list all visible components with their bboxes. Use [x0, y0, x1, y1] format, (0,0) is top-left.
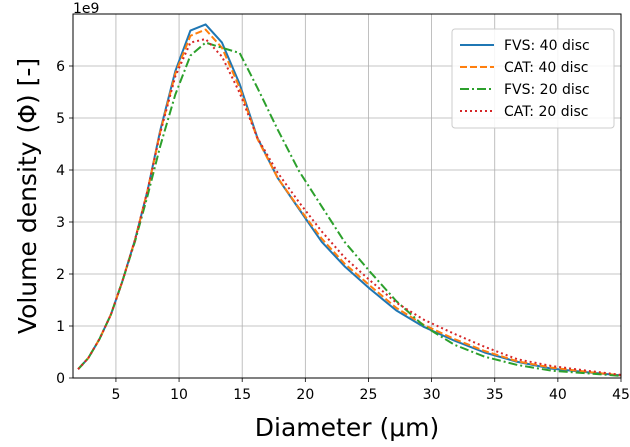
- series-line: [77, 28, 622, 377]
- x-tick-label: 35: [486, 387, 504, 403]
- y-tick-label: 0: [56, 371, 65, 387]
- x-tick-label: 10: [170, 387, 188, 403]
- legend-entry: CAT: 20 disc: [504, 104, 588, 120]
- x-tick-label: 40: [549, 387, 567, 403]
- x-tick-label: 25: [360, 387, 378, 403]
- y-tick-label: 4: [56, 163, 65, 179]
- y-tick-label: 5: [56, 111, 65, 127]
- x-tick-label: 5: [111, 387, 120, 403]
- x-tick-label: 45: [612, 387, 630, 403]
- y-tick-label: 1: [56, 319, 65, 335]
- y-axis-label: Volume density (Φ) [-]: [13, 58, 42, 334]
- legend-entry: FVS: 40 disc: [504, 38, 590, 54]
- y-tick-label: 6: [56, 59, 65, 75]
- y-offset-label: 1e9: [73, 1, 99, 17]
- x-tick-label: 30: [423, 387, 441, 403]
- y-tick-label: 3: [56, 215, 65, 231]
- series-line: [77, 41, 622, 377]
- x-tick-label: 15: [233, 387, 251, 403]
- legend-entry: FVS: 20 disc: [504, 82, 590, 98]
- grid-lines: [73, 14, 622, 379]
- legend: FVS: 40 disc CAT: 40 disc FVS: 20 disc CAT:…: [451, 28, 615, 129]
- x-axis-label: Diameter (μm): [255, 413, 439, 442]
- y-tick-label: 2: [56, 267, 65, 283]
- x-tick-label: 20: [296, 387, 314, 403]
- plot-frame: [72, 13, 622, 379]
- legend-entry: CAT: 40 disc: [504, 60, 588, 76]
- legend-box: [451, 28, 615, 129]
- series-line: [77, 38, 622, 376]
- series-lines: [77, 23, 622, 377]
